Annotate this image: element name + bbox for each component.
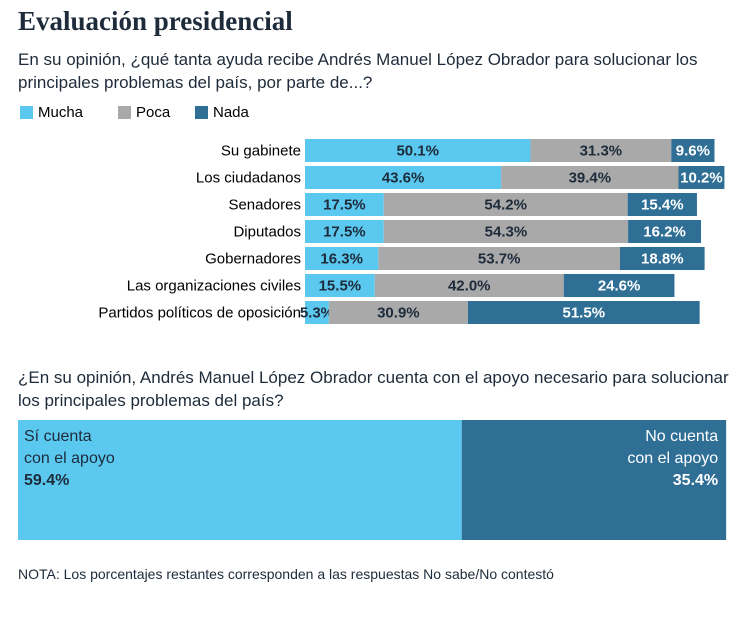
bar-segment — [305, 247, 379, 270]
bar-segment — [627, 193, 697, 216]
legend-swatch — [118, 106, 131, 119]
chart-subtitle: En su opinión, ¿qué tanta ayuda recibe A… — [18, 50, 698, 92]
value-label: 42.0% — [448, 277, 491, 294]
legend-label: Poca — [136, 104, 171, 121]
category-label: Los ciudadanos — [196, 169, 301, 186]
value-label: 43.6% — [382, 169, 425, 186]
bar-segment — [501, 166, 679, 189]
bar-segment — [383, 220, 629, 243]
value-label: 15.5% — [319, 277, 362, 294]
bar-segment — [378, 247, 620, 270]
bar-segment — [461, 420, 727, 540]
note: NOTA: Los porcentajes restantes correspo… — [18, 566, 554, 582]
value-label: 15.4% — [641, 196, 684, 213]
segment-label: Sí cuenta con el apoyo — [24, 428, 115, 467]
value-label: 54.2% — [484, 196, 527, 213]
value-label: 35.4% — [672, 472, 719, 489]
legend-label: Mucha — [38, 104, 84, 121]
value-label: 5.3% — [300, 304, 334, 321]
value-label: 50.1% — [396, 142, 439, 159]
category-label: Diputados — [233, 223, 301, 240]
value-label: 39.4% — [569, 169, 612, 186]
value-label: 51.5% — [563, 304, 606, 321]
legend-swatch — [195, 106, 208, 119]
bar-segment — [530, 139, 672, 162]
value-label: 17.5% — [323, 196, 366, 213]
value-label: 31.3% — [580, 142, 623, 159]
value-label: 10.2% — [680, 169, 723, 186]
value-label: 30.9% — [377, 304, 420, 321]
bar-segment — [18, 420, 462, 540]
bar-segment — [620, 247, 705, 270]
category-label: Las organizaciones civiles — [127, 277, 301, 294]
bar-segment — [305, 193, 384, 216]
bar-segment — [678, 166, 725, 189]
bar-segment — [305, 301, 329, 324]
value-label: 16.2% — [643, 223, 686, 240]
bar-segment — [328, 301, 468, 324]
value-label: 53.7% — [478, 250, 521, 267]
bar-segment — [305, 166, 502, 189]
category-label: Senadores — [228, 196, 301, 213]
bar-segment — [374, 274, 564, 297]
bar-segment — [467, 301, 700, 324]
bar-segment — [383, 193, 628, 216]
category-label: Su gabinete — [221, 142, 301, 159]
legend-label: Nada — [213, 104, 250, 121]
bar-segment — [563, 274, 675, 297]
legend-swatch — [20, 106, 33, 119]
bar-segment — [305, 220, 384, 243]
bar-segment — [671, 139, 715, 162]
value-label: 16.3% — [320, 250, 363, 267]
category-label: Partidos políticos de oposición — [98, 304, 301, 321]
category-label: Gobernadores — [205, 250, 301, 267]
value-label: 17.5% — [323, 223, 366, 240]
value-label: 24.6% — [598, 277, 641, 294]
bar-segment — [628, 220, 701, 243]
question: ¿En su opinión, Andrés Manuel López Obra… — [18, 368, 729, 410]
segment-label: No cuenta con el apoyo — [627, 428, 719, 467]
value-label: 54.3% — [485, 223, 528, 240]
chart-title: Evaluación presidencial — [18, 6, 293, 36]
bar-segment — [305, 139, 531, 162]
value-label: 18.8% — [641, 250, 684, 267]
value-label: 9.6% — [676, 142, 710, 159]
value-label: 59.4% — [24, 472, 70, 489]
bar-segment — [305, 274, 375, 297]
